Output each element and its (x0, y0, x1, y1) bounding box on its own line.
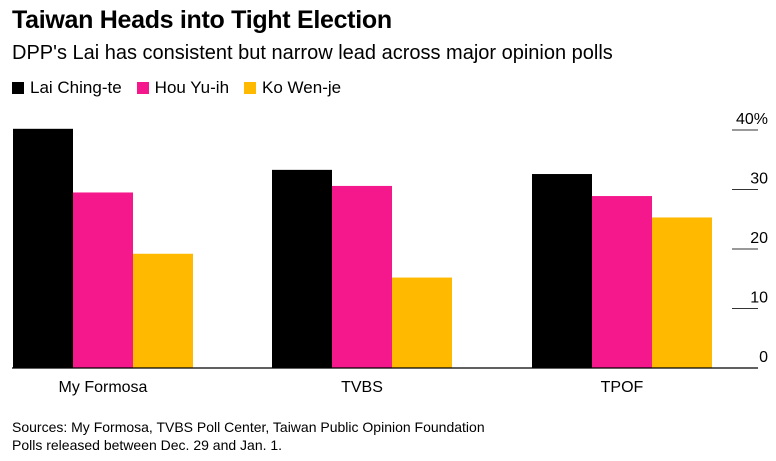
bar-ko-wen-je-tpof (652, 217, 712, 368)
x-tick-label-my-formosa: My Formosa (59, 379, 148, 396)
x-tick-label-tpof: TPOF (601, 379, 644, 396)
legend-label-lai: Lai Ching-te (30, 78, 122, 97)
x-tick-label-tvbs: TVBS (341, 379, 383, 396)
bar-hou-yu-ih-tpof (592, 196, 652, 368)
gridlines (732, 129, 758, 309)
bar-ko-wen-je-my-formosa (133, 253, 193, 368)
y-tick-label-40: 40% (736, 111, 768, 128)
y-tick-label-0: 0 (759, 349, 768, 366)
bar-lai-ching-te-tpof (532, 174, 592, 368)
footnote-sources: Sources: My Formosa, TVBS Poll Center, T… (12, 419, 485, 435)
chart-subtitle: DPP's Lai has consistent but narrow lead… (12, 42, 613, 64)
bar-hou-yu-ih-my-formosa (73, 192, 133, 368)
y-tick-label-20: 20 (750, 230, 768, 247)
legend-swatch-ko (244, 82, 257, 94)
legend-label-ko: Ko Wen-je (262, 78, 342, 97)
legend-label-hou: Hou Yu-ih (154, 78, 230, 97)
axes: 0 10 20 30 40% My Formosa TVBS TPOF (12, 111, 768, 396)
legend-swatch-lai (12, 82, 24, 94)
footnote-note: Polls released between Dec. 29 and Jan. … (12, 437, 283, 453)
bar-lai-ching-te-my-formosa (13, 128, 73, 368)
legend-item-hou: Hou Yu-ih (136, 78, 230, 98)
bar-lai-ching-te-tvbs (272, 169, 332, 368)
legend-item-lai: Lai Ching-te (12, 78, 122, 98)
legend-swatch-hou (136, 82, 149, 94)
legend-item-ko: Ko Wen-je (244, 78, 341, 98)
bar-ko-wen-je-tvbs (392, 277, 452, 368)
y-tick-label-10: 10 (750, 290, 768, 307)
bar-hou-yu-ih-tvbs (332, 185, 392, 368)
chart-title: Taiwan Heads into Tight Election (12, 6, 392, 34)
bars (13, 128, 712, 368)
legend: Lai Ching-te Hou Yu-ih Ko Wen-je (12, 78, 356, 98)
y-tick-label-30: 30 (750, 171, 768, 188)
